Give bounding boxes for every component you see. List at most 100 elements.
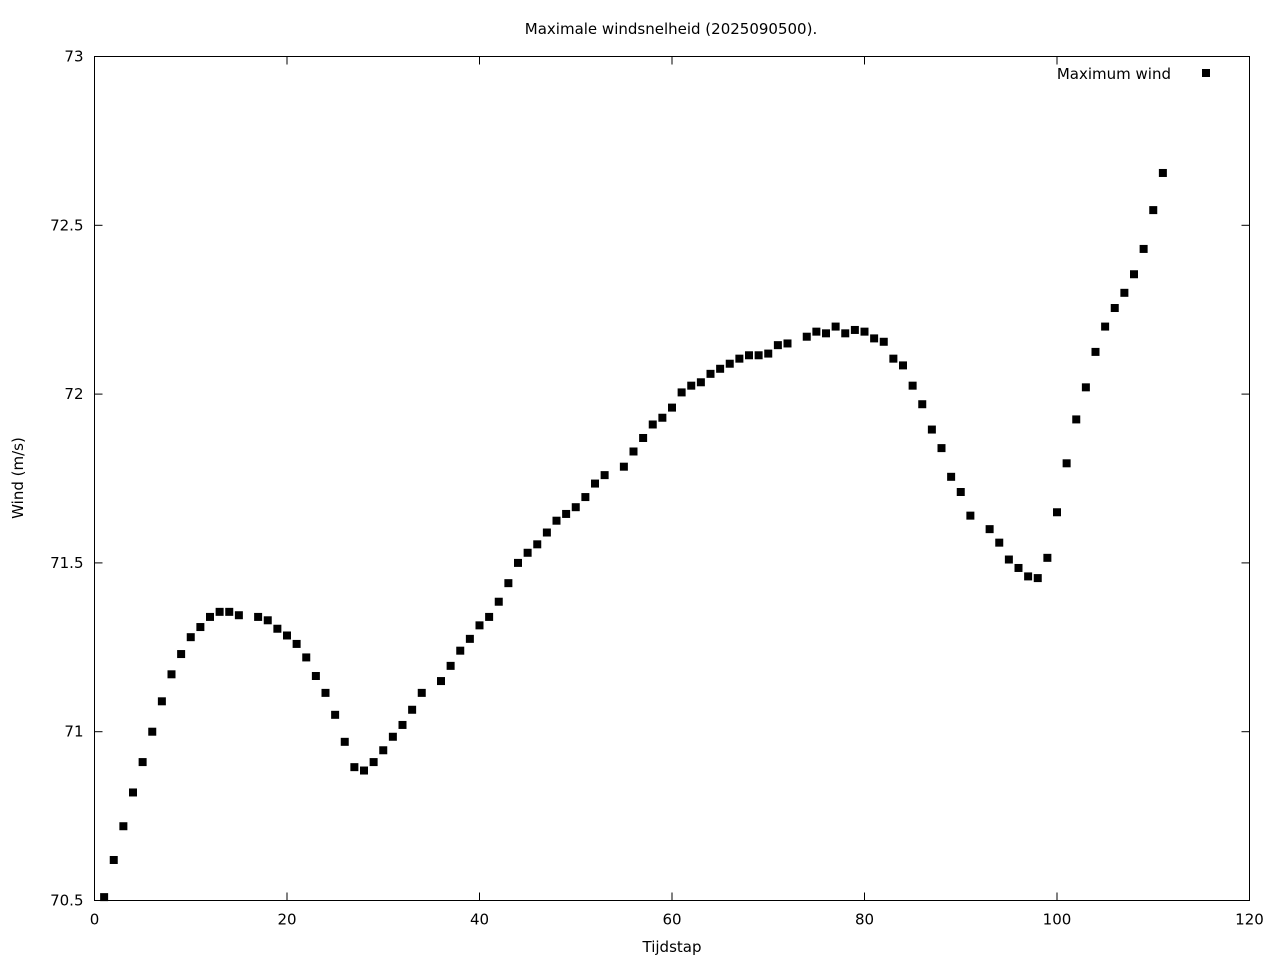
y-tick-label: 72 xyxy=(64,385,83,403)
data-point xyxy=(1014,563,1023,572)
y-tick-label: 72.5 xyxy=(50,216,83,234)
data-point xyxy=(263,616,272,625)
data-point xyxy=(129,788,137,797)
data-point xyxy=(1110,304,1119,313)
data-point xyxy=(398,720,407,729)
data-point xyxy=(889,354,898,363)
data-point xyxy=(764,349,773,358)
data-point xyxy=(1081,383,1090,392)
y-tick-label: 70.5 xyxy=(50,892,83,910)
y-tick-label: 71 xyxy=(64,723,83,741)
data-point xyxy=(369,758,378,767)
x-tick-label: 0 xyxy=(90,911,100,929)
x-tick-label: 20 xyxy=(277,911,296,929)
data-point xyxy=(966,511,975,520)
data-point xyxy=(648,420,657,429)
data-point xyxy=(1072,415,1081,424)
data-point xyxy=(119,822,128,831)
axes: 0 20 40 60 80 100 120 70.5 71 71.5 72 72.5 73 xyxy=(50,48,1264,929)
data-point xyxy=(1139,244,1148,253)
data-point xyxy=(504,579,513,588)
data-point xyxy=(311,671,320,680)
data-point xyxy=(1130,270,1138,279)
data-point xyxy=(234,611,243,620)
data-point xyxy=(1091,347,1100,356)
data-point xyxy=(350,763,359,772)
data-point xyxy=(177,650,186,659)
data-point xyxy=(716,364,725,373)
data-point xyxy=(822,329,830,338)
data-point xyxy=(514,558,522,567)
data-point xyxy=(668,403,676,412)
data-point xyxy=(1033,574,1042,583)
data-point xyxy=(523,548,532,557)
data-point xyxy=(138,758,147,767)
y-axis-label: Wind (m/s) xyxy=(9,437,27,519)
data-point xyxy=(408,705,417,714)
data-point xyxy=(773,341,782,350)
legend-marker xyxy=(1202,69,1210,77)
data-point xyxy=(735,354,744,363)
data-point xyxy=(417,688,426,697)
data-point xyxy=(283,631,291,640)
data-point xyxy=(273,624,282,633)
data-point xyxy=(812,327,821,336)
x-tick-label: 100 xyxy=(1043,911,1072,929)
data-point xyxy=(860,327,869,336)
data-point xyxy=(215,607,224,616)
data-point xyxy=(1120,288,1129,297)
data-point xyxy=(995,538,1004,547)
data-point xyxy=(475,621,484,630)
data-point xyxy=(292,639,301,648)
data-point xyxy=(186,633,195,642)
data-point xyxy=(947,472,956,481)
data-point xyxy=(725,359,734,368)
x-axis-label: Tijdstap xyxy=(642,938,702,956)
data-point xyxy=(639,433,648,442)
data-point xyxy=(206,612,214,621)
data-point xyxy=(437,677,445,686)
data-point xyxy=(109,855,118,864)
data-point xyxy=(918,400,927,409)
data-point xyxy=(591,479,599,488)
data-point xyxy=(1053,508,1061,517)
y-tick-label: 71.5 xyxy=(50,554,83,572)
data-point xyxy=(908,381,917,390)
data-point xyxy=(927,425,936,434)
data-point xyxy=(562,509,571,518)
data-point xyxy=(254,612,263,621)
data-point xyxy=(388,732,397,741)
data-point xyxy=(706,369,715,378)
data-point xyxy=(1004,555,1013,564)
data-point xyxy=(157,697,166,706)
legend-label: Maximum wind xyxy=(1057,65,1171,83)
data-point xyxy=(340,737,349,746)
data-point xyxy=(1101,322,1110,331)
data-point xyxy=(331,710,340,719)
data-point xyxy=(167,670,176,679)
data-point xyxy=(629,447,638,456)
data-point xyxy=(1062,459,1071,468)
data-point xyxy=(687,381,696,390)
data-point xyxy=(937,444,946,453)
x-tick-label: 40 xyxy=(470,911,489,929)
data-point xyxy=(100,893,109,902)
data-point xyxy=(571,503,580,512)
data-point xyxy=(600,471,609,480)
data-point xyxy=(677,388,686,397)
data-point xyxy=(745,351,753,360)
y-tick-label: 73 xyxy=(64,48,83,66)
data-point xyxy=(225,607,234,616)
data-point xyxy=(899,361,907,370)
data-point xyxy=(465,634,474,643)
chart-title: Maximale windsnelheid (2025090500). xyxy=(525,20,817,38)
data-point xyxy=(1024,572,1033,581)
data-point xyxy=(802,332,811,341)
x-tick-label: 60 xyxy=(662,911,681,929)
plot-frame xyxy=(94,56,1250,901)
x-tick-label: 80 xyxy=(855,911,874,929)
data-point xyxy=(831,322,840,331)
data-point xyxy=(783,339,792,348)
data-point xyxy=(552,516,561,525)
